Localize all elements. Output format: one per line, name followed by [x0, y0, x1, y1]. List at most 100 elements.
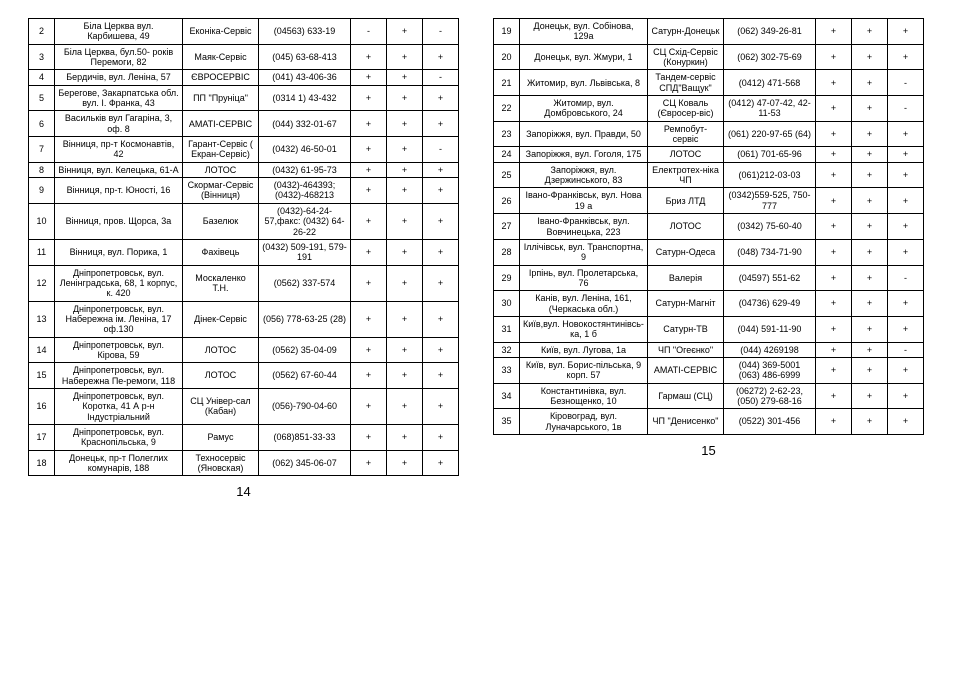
cell-phone: (04597) 551-62 [724, 265, 816, 291]
cell-f2: + [387, 162, 423, 177]
cell-f3: + [423, 265, 459, 301]
cell-org: ЛОТОС [648, 147, 724, 162]
cell-f3: + [423, 337, 459, 363]
cell-f2: + [387, 265, 423, 301]
cell-f2: + [387, 137, 423, 163]
cell-phone: (0432) 46-50-01 [259, 137, 351, 163]
cell-f1: + [351, 111, 387, 137]
cell-n: 9 [29, 178, 55, 204]
table-row: 21Житомир, вул. Львівська, 8Тандем-серві… [494, 70, 924, 96]
cell-addr: Біла Церква вул. Карбишева, 49 [55, 19, 183, 45]
cell-phone: (0412) 47-07-42, 42-11-53 [724, 96, 816, 122]
cell-n: 24 [494, 147, 520, 162]
cell-phone: (061) 220-97-65 (64) [724, 121, 816, 147]
cell-org: СЦ Універ-сал (Кабан) [183, 388, 259, 424]
cell-addr: Вінниця, вул. Келецька, 61-А [55, 162, 183, 177]
cell-phone: (0432) 61-95-73 [259, 162, 351, 177]
cell-f2: + [852, 342, 888, 357]
cell-org: ЧП "Огеєнко" [648, 342, 724, 357]
cell-org: Сатурн-ТВ [648, 316, 724, 342]
cell-f3: + [888, 147, 924, 162]
cell-n: 29 [494, 265, 520, 291]
cell-org: Дінек-Сервіс [183, 301, 259, 337]
cell-org: AMATI-СЕРВІС [183, 111, 259, 137]
cell-phone: (06272) 2-62-23, (050) 279-68-16 [724, 383, 816, 409]
table-row: 15Дніпропетровськ, вул. Набережна Пе-рем… [29, 363, 459, 389]
table-row: 23Запоріжжя, вул. Правди, 50Ремпобут-сер… [494, 121, 924, 147]
cell-addr: Запоріжжя, вул. Правди, 50 [520, 121, 648, 147]
cell-phone: (044) 369-5001 (063) 486-6999 [724, 357, 816, 383]
table-row: 25Запоріжжя, вул. Дзержинського, 83Елект… [494, 162, 924, 188]
cell-org: Тандем-сервіс СПД"Ващук" [648, 70, 724, 96]
cell-phone: (056) 778-63-25 (28) [259, 301, 351, 337]
table-row: 13Дніпропетровськ, вул. Набережна ім. Ле… [29, 301, 459, 337]
cell-n: 20 [494, 44, 520, 70]
table-row: 30Канів, вул. Леніна, 161, (Черкаська об… [494, 291, 924, 317]
cell-phone: (0314 1) 43-432 [259, 85, 351, 111]
cell-n: 17 [29, 425, 55, 451]
cell-n: 11 [29, 239, 55, 265]
table-row: 8Вінниця, вул. Келецька, 61-АЛОТОС(0432)… [29, 162, 459, 177]
cell-n: 19 [494, 19, 520, 45]
cell-f3: + [423, 388, 459, 424]
cell-f2: + [387, 203, 423, 239]
cell-f1: + [816, 265, 852, 291]
table-row: 17Дніпропетровськ, вул. Краснопільська, … [29, 425, 459, 451]
cell-n: 3 [29, 44, 55, 70]
cell-n: 25 [494, 162, 520, 188]
table-row: 6Васильків вул Гагаріна, 3, оф. 8AMATI-С… [29, 111, 459, 137]
cell-addr: Іллічівськ, вул. Транспортна, 9 [520, 239, 648, 265]
cell-f3: - [888, 265, 924, 291]
cell-f3: + [888, 239, 924, 265]
cell-f2: + [387, 178, 423, 204]
cell-f2: + [852, 239, 888, 265]
cell-f2: + [852, 316, 888, 342]
cell-n: 4 [29, 70, 55, 85]
cell-org: ЄВРОСЕРВІС [183, 70, 259, 85]
service-table-right: 19Донецьк, вул. Собінова, 129аСатурн-Дон… [493, 18, 924, 435]
cell-org: Базелюк [183, 203, 259, 239]
cell-addr: Бердичів, вул. Леніна, 57 [55, 70, 183, 85]
cell-f1: + [351, 178, 387, 204]
cell-f1: + [351, 363, 387, 389]
cell-phone: (041) 43-406-36 [259, 70, 351, 85]
cell-n: 14 [29, 337, 55, 363]
cell-f2: + [387, 111, 423, 137]
cell-org: Ремпобут-сервіс [648, 121, 724, 147]
cell-addr: Дніпропетровськ, вул. Набережна Пе-ремог… [55, 363, 183, 389]
cell-addr: Дніпропетровськ, вул. Кірова, 59 [55, 337, 183, 363]
cell-n: 6 [29, 111, 55, 137]
cell-f2: + [387, 450, 423, 476]
cell-phone: (0342)559-525, 750-777 [724, 188, 816, 214]
cell-phone: (0432)-464393; (0432)-468213 [259, 178, 351, 204]
cell-f2: + [387, 337, 423, 363]
cell-f3: - [423, 137, 459, 163]
cell-f3: + [888, 19, 924, 45]
cell-org: Скормаг-Сервіс (Вінниця) [183, 178, 259, 204]
cell-f2: + [852, 70, 888, 96]
cell-f3: + [423, 85, 459, 111]
cell-org: Валерія [648, 265, 724, 291]
cell-f1: + [351, 162, 387, 177]
cell-phone: (0562) 67-60-44 [259, 363, 351, 389]
cell-phone: (0432) 509-191, 579-191 [259, 239, 351, 265]
cell-f2: + [387, 388, 423, 424]
cell-f3: - [423, 19, 459, 45]
cell-n: 18 [29, 450, 55, 476]
cell-phone: (0342) 75-60-40 [724, 214, 816, 240]
page-number-left: 14 [28, 484, 459, 499]
cell-n: 15 [29, 363, 55, 389]
cell-f1: + [816, 147, 852, 162]
cell-phone: (062) 302-75-69 [724, 44, 816, 70]
cell-phone: (048) 734-71-90 [724, 239, 816, 265]
cell-f3: + [423, 363, 459, 389]
table-row: 9Вінниця, пр-т. Юності, 16Скормаг-Сервіс… [29, 178, 459, 204]
cell-addr: Канів, вул. Леніна, 161, (Черкаська обл.… [520, 291, 648, 317]
cell-phone: (056)-790-04-60 [259, 388, 351, 424]
cell-n: 8 [29, 162, 55, 177]
table-row: 20Донецьк, вул. Жмури, 1СЦ Схід-Сервіс (… [494, 44, 924, 70]
table-row: 24Запоріжжя, вул. Гоголя, 175ЛОТОС(061) … [494, 147, 924, 162]
cell-n: 33 [494, 357, 520, 383]
cell-f2: + [387, 425, 423, 451]
cell-addr: Константинівка, вул. Безнощенко, 10 [520, 383, 648, 409]
